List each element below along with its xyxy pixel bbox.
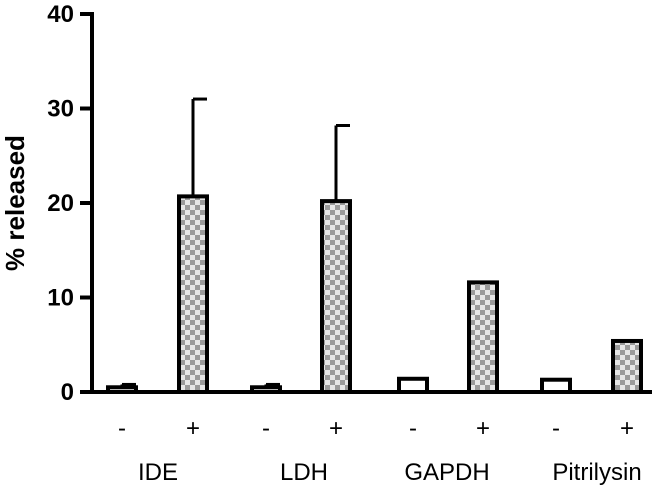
- condition-label: -: [118, 415, 126, 442]
- bar-ide-minus: [106, 385, 138, 394]
- bar-pitrilysin-plus: [611, 338, 643, 394]
- bars: [106, 97, 643, 395]
- y-tick-label: 10: [47, 285, 74, 312]
- condition-label: -: [409, 415, 417, 442]
- y-axis-title: % released: [0, 135, 30, 271]
- bar-pitrilysin-minus: [540, 377, 572, 394]
- bar-gapdh-plus: [467, 280, 499, 395]
- bar-ldh-plus: [320, 199, 352, 394]
- group-label-ldh: LDH: [280, 459, 328, 486]
- bar-ide-plus: [177, 194, 209, 394]
- y-tick-label: 20: [47, 190, 74, 217]
- labels: % released - + - + - + - + IDE LDH GAPDH Pitrilysin: [0, 135, 642, 486]
- condition-label: -: [262, 415, 270, 442]
- y-tick-label: 0: [61, 379, 74, 406]
- bar-gapdh-minus: [397, 376, 429, 394]
- condition-label: -: [552, 415, 560, 442]
- group-label-pitrilysin: Pitrilysin: [552, 459, 641, 486]
- y-tick-label: 30: [47, 96, 74, 123]
- y-tick-label: 40: [47, 1, 74, 28]
- bar-ldh-minus: [250, 385, 282, 394]
- group-label-ide: IDE: [138, 459, 178, 486]
- condition-label: +: [476, 415, 490, 442]
- condition-label: +: [620, 415, 634, 442]
- group-label-gapdh: GAPDH: [404, 459, 489, 486]
- condition-label: +: [329, 415, 343, 442]
- condition-label: +: [186, 415, 200, 442]
